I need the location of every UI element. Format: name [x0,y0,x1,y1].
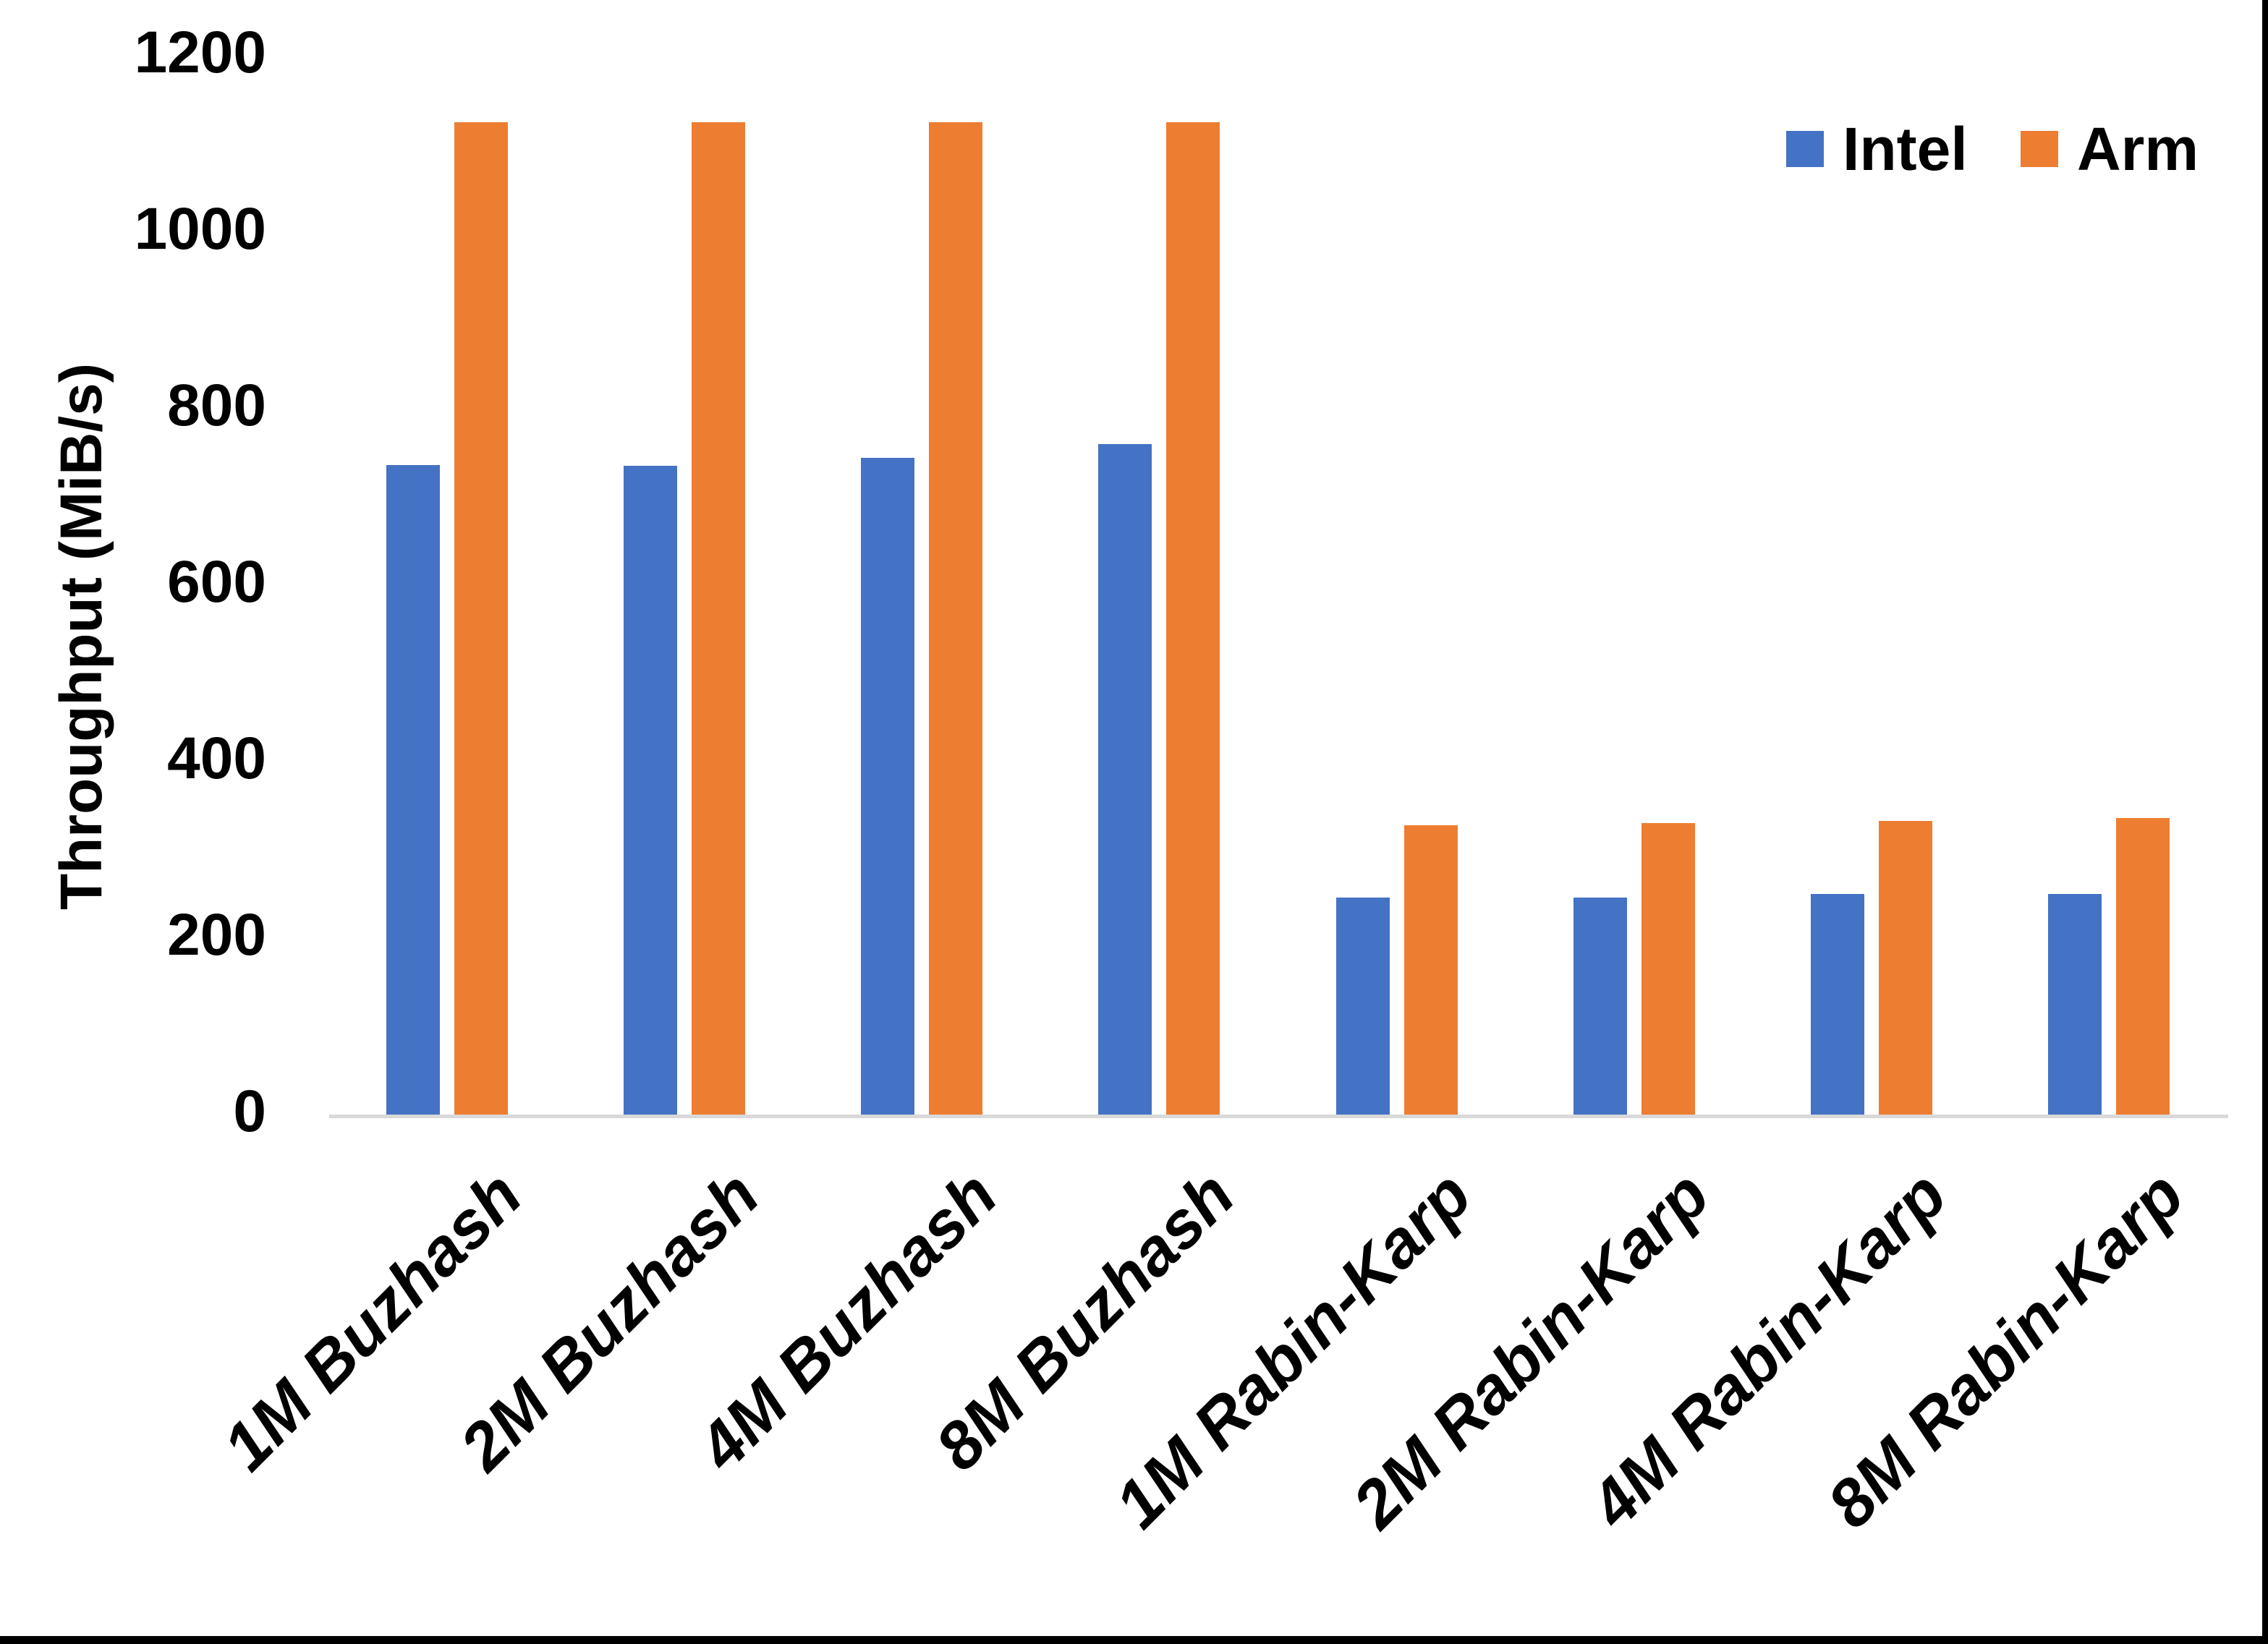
bar-arm-2m-buzhash [692,122,746,1115]
bar-arm-1m-buzhash [454,122,508,1115]
legend-label-intel: Intel [1843,115,1968,183]
bar-intel-1m-buzhash [386,465,440,1115]
legend-item-arm: Arm [2021,113,2199,185]
bar-arm-8m-buzhash [1166,122,1220,1115]
y-axis-title: Throughput (MiB/s) [48,362,114,911]
y-tick-0: 0 [233,1078,266,1145]
bar-intel-4m-rabin-karp [1810,894,1864,1115]
bar-intel-2m-buzhash [624,466,678,1115]
screen-right-border [2262,0,2268,1644]
x-axis-line [329,1115,2228,1118]
bar-arm-4m-rabin-karp [1878,820,1932,1115]
bar-intel-8m-rabin-karp [2047,894,2102,1115]
bar-intel-1m-rabin-karp [1335,897,1390,1115]
legend-swatch-arm [2021,131,2058,167]
legend-item-intel: Intel [1786,113,1968,185]
bar-intel-8m-buzhash [1098,443,1152,1115]
bar-intel-2m-rabin-karp [1573,897,1627,1115]
y-tick-800: 800 [167,372,266,439]
y-tick-400: 400 [167,725,266,792]
bar-arm-4m-buzhash [929,122,983,1115]
y-tick-600: 600 [167,549,266,616]
legend-swatch-intel [1786,131,1824,167]
y-tick-1000: 1000 [134,196,266,263]
y-tick-1200: 1200 [134,20,266,86]
bar-arm-1m-rabin-karp [1403,825,1458,1115]
bar-arm-2m-rabin-karp [1641,823,1695,1115]
screen-bottom-border [0,1636,2268,1644]
y-tick-200: 200 [167,902,266,968]
legend-label-arm: Arm [2077,115,2199,183]
bar-intel-4m-buzhash [861,458,915,1115]
bar-arm-8m-rabin-karp [2115,818,2170,1115]
